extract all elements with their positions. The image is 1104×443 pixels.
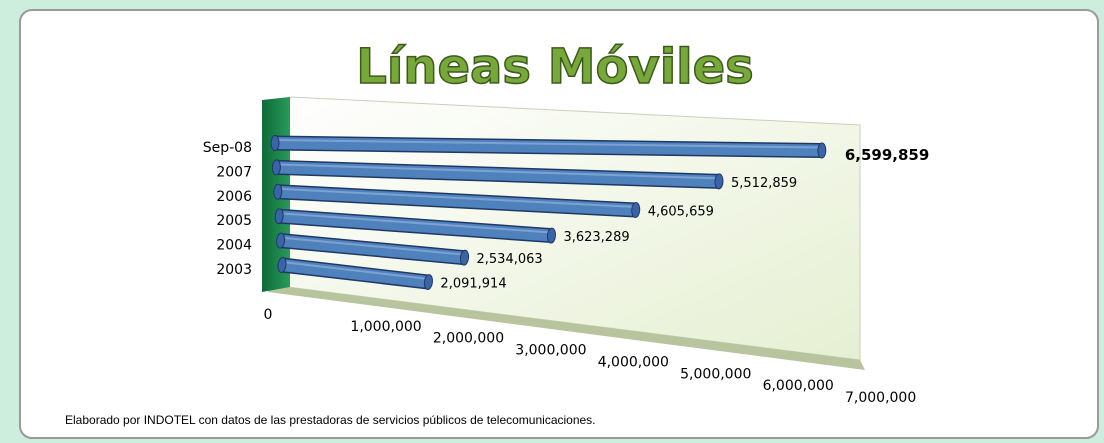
bar-cap-start — [276, 232, 286, 249]
x-tick-label: 5,000,000 — [680, 366, 751, 382]
bar-highlight — [274, 139, 822, 149]
x-tick-label: 0 — [264, 307, 273, 323]
bar-highlight — [279, 212, 552, 234]
x-tick-label: 7,000,000 — [845, 390, 916, 406]
chart-title: Líneas Móviles — [356, 39, 754, 95]
y-tick-label: Sep-08 — [203, 140, 252, 156]
x-tick-label: 2,000,000 — [433, 331, 504, 347]
bar-cap — [817, 142, 827, 159]
bar — [277, 185, 637, 216]
x-tick-label: 4,000,000 — [598, 354, 669, 370]
bar — [278, 210, 552, 242]
bar — [276, 161, 720, 188]
data-label: 4,605,659 — [648, 204, 714, 219]
bar-highlight — [276, 163, 720, 180]
bar-highlight — [277, 187, 636, 208]
bar-highlight — [280, 236, 465, 256]
bar — [280, 234, 466, 264]
bar-cap-start — [271, 159, 281, 176]
bar-cap — [459, 249, 470, 266]
x-tick-label: 1,000,000 — [350, 319, 421, 335]
floor — [268, 285, 865, 370]
bar-cap-start — [270, 135, 280, 151]
y-tick-label: 2007 — [216, 164, 252, 180]
bar-cap-start — [274, 208, 284, 225]
y-tick-label: 2004 — [216, 238, 252, 254]
bar-cap — [546, 227, 556, 244]
bar-cap — [631, 201, 641, 218]
bar-highlight — [281, 261, 429, 281]
data-label: 2,091,914 — [440, 277, 506, 292]
y-tick-label: 2005 — [216, 213, 252, 229]
bar-cap — [714, 173, 724, 190]
x-tick-label: 6,000,000 — [763, 378, 834, 394]
y-tick-label: 2006 — [216, 189, 252, 205]
y-tick-label: 2003 — [216, 262, 252, 278]
bar — [281, 259, 430, 288]
data-label: 2,534,063 — [477, 252, 543, 267]
data-label: 3,623,289 — [563, 230, 629, 245]
data-label: 5,512,859 — [731, 176, 797, 191]
x-tick-label: 3,000,000 — [515, 343, 586, 359]
bar-cap-start — [277, 257, 287, 273]
footnote: Elaborado por INDOTEL con datos de las p… — [65, 413, 596, 427]
bar-cap-start — [273, 183, 283, 200]
bar — [274, 137, 822, 157]
bar-cap — [423, 274, 434, 290]
data-label: 6,599,859 — [845, 146, 929, 164]
